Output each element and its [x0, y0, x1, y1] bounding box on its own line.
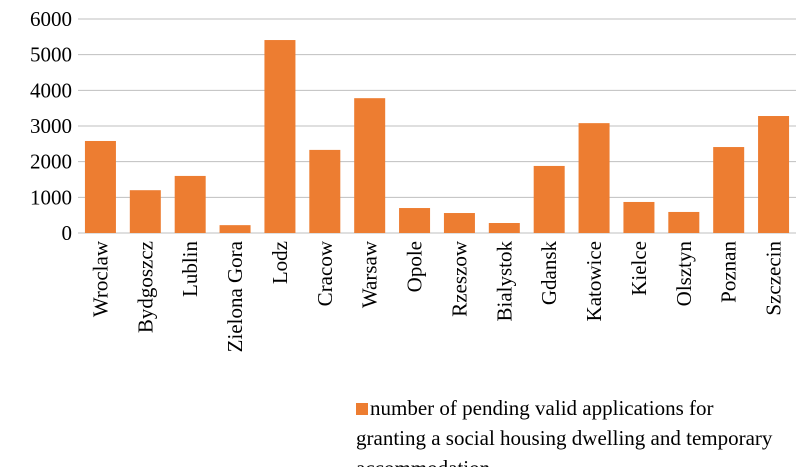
plot: 0 1000 2000 3000 4000 5000 6000 Wroclaw Bydgoszc… — [30, 7, 796, 352]
bar — [533, 165, 565, 233]
x-tick-label: Olsztyn — [672, 241, 696, 307]
x-tick-label: Poznan — [717, 241, 741, 303]
x-tick-label: Szczecin — [762, 241, 786, 316]
x-tick-label: Gdansk — [537, 241, 561, 306]
x-tick-label: Katowice — [582, 241, 606, 321]
y-tick-label: 2000 — [30, 150, 72, 174]
bar — [264, 40, 296, 233]
bar — [443, 213, 475, 233]
y-tick-label: 1000 — [30, 185, 72, 209]
y-tick-label: 5000 — [30, 43, 72, 67]
x-tick-label: Rzeszow — [447, 240, 471, 317]
bar — [84, 140, 116, 233]
bar — [623, 201, 655, 233]
x-tick-label: Warsaw — [358, 240, 382, 308]
legend: number of pending valid applications for… — [356, 393, 786, 467]
bar — [578, 123, 610, 233]
x-tick-label: Wroclaw — [88, 240, 112, 317]
x-tick-label: Cracow — [313, 240, 337, 306]
x-tick-label: Opole — [403, 241, 427, 292]
bar — [488, 223, 520, 233]
bar — [309, 149, 341, 233]
y-tick-label: 0 — [62, 221, 73, 245]
legend-label: number of pending valid applications for… — [356, 396, 773, 467]
x-tick-label: Bialystok — [492, 241, 516, 322]
bar — [399, 208, 431, 233]
x-tick-label: Bydgoszcz — [133, 241, 157, 333]
bar — [219, 225, 251, 233]
bar — [129, 190, 161, 233]
bar — [713, 147, 745, 233]
y-tick-label: 4000 — [30, 78, 72, 102]
x-tick-label: Lodz — [268, 241, 292, 284]
x-tick-label: Kielce — [627, 241, 651, 296]
bar — [174, 175, 206, 233]
bar — [758, 116, 790, 233]
bar — [668, 211, 700, 233]
legend-swatch — [356, 403, 368, 415]
x-tick-label: Lublin — [178, 241, 202, 297]
x-tick-label: Zielona Gora — [223, 240, 247, 352]
y-tick-label: 6000 — [30, 7, 72, 31]
bar — [354, 98, 386, 234]
y-tick-label: 3000 — [30, 114, 72, 138]
